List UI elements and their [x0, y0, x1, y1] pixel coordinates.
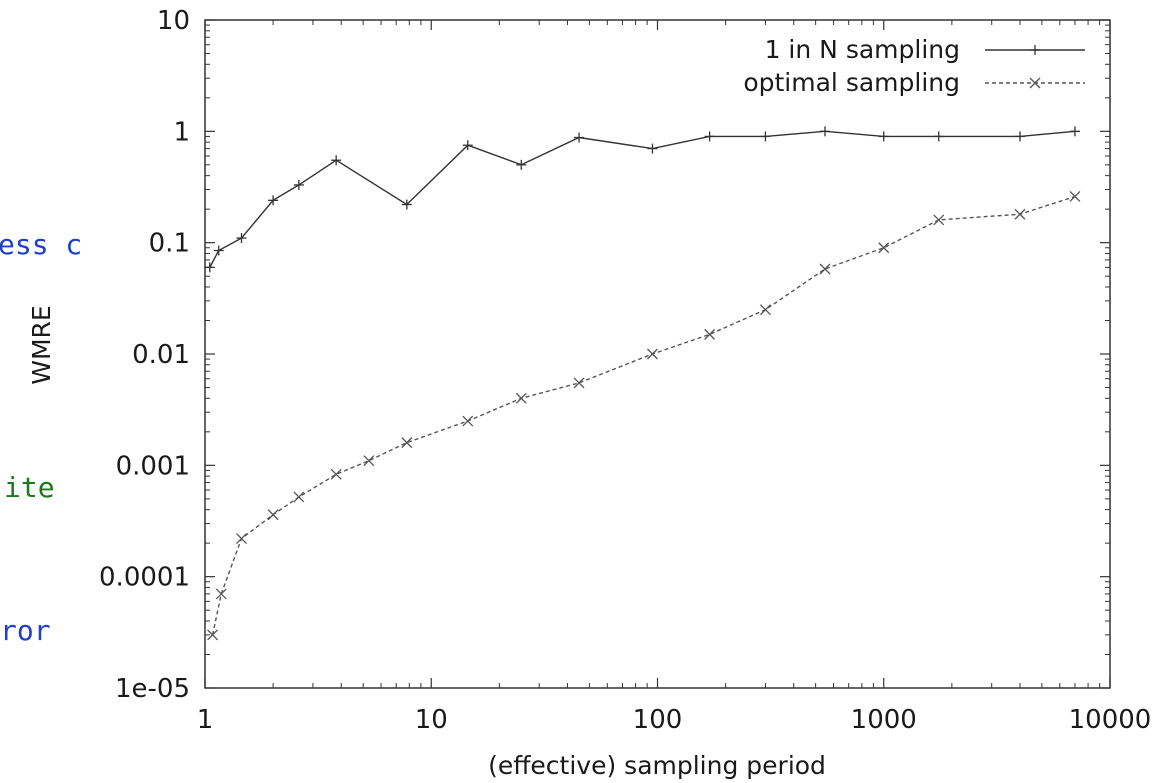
- data-point: [704, 328, 716, 340]
- data-point: [462, 415, 474, 427]
- side-fragment-3: ror: [0, 614, 51, 647]
- data-point: [574, 132, 585, 143]
- data-point: [215, 588, 227, 600]
- data-point: [236, 233, 247, 244]
- x-tick-label: 100: [633, 705, 683, 735]
- axis-tick-labels: 1 10 100 1000 10000 1e-05 0.0001 0.001 0.01 0.1 1 1…: [99, 6, 1151, 735]
- plot-frame: [204, 19, 1111, 689]
- data-point: [401, 199, 412, 210]
- data-point: [207, 629, 219, 641]
- data-point: [1069, 191, 1081, 202]
- y-tick-label: 0.1: [149, 229, 190, 259]
- data-point: [204, 262, 215, 273]
- data-point: [236, 533, 247, 545]
- data-point: [293, 179, 304, 190]
- side-text-fragments: ess c ite ror: [0, 228, 82, 647]
- data-point: [293, 491, 305, 503]
- data-point: [759, 304, 771, 316]
- legend-label-1: 1 in N sampling: [765, 35, 960, 64]
- data-point: [820, 126, 831, 137]
- side-fragment-1: ess c: [0, 228, 82, 261]
- chart-legend: 1 in N sampling optimal sampling: [743, 35, 1085, 97]
- series-line-2: [211, 195, 1076, 636]
- data-point: [462, 140, 473, 151]
- data-point: [878, 242, 890, 254]
- data-series: [204, 126, 1081, 641]
- data-point: [268, 195, 279, 206]
- y-tick-label: 0.0001: [99, 563, 190, 593]
- data-point: [363, 455, 375, 467]
- data-point: [704, 131, 715, 142]
- data-point: [330, 468, 342, 480]
- x-tick-label: 1000: [851, 705, 917, 735]
- data-point: [573, 377, 585, 389]
- data-point: [647, 348, 658, 360]
- y-tick-label: 1e-05: [115, 674, 190, 704]
- data-point: [819, 263, 831, 275]
- y-tick-label: 0.01: [132, 340, 190, 370]
- data-point: [267, 509, 279, 521]
- data-point: [1014, 208, 1026, 220]
- data-point: [1069, 126, 1080, 137]
- series-line-1: [209, 130, 1076, 268]
- y-axis-title: WMRE: [27, 305, 56, 384]
- axis-ticks: [204, 19, 1111, 689]
- data-point: [760, 131, 771, 142]
- legend-marker-1: [1030, 45, 1040, 55]
- data-point: [331, 155, 342, 166]
- legend-label-2: optimal sampling: [743, 68, 960, 97]
- x-tick-label: 1: [197, 705, 214, 735]
- data-point: [401, 437, 413, 449]
- data-point: [213, 245, 224, 256]
- y-tick-label: 10: [157, 6, 190, 36]
- x-tick-label: 10: [415, 705, 448, 735]
- data-point: [516, 159, 527, 170]
- side-fragment-2: ite: [4, 471, 55, 504]
- y-tick-label: 0.001: [116, 451, 190, 481]
- x-axis-title: (effective) sampling period: [488, 751, 826, 780]
- legend-marker-2: [1029, 77, 1041, 89]
- data-point: [647, 143, 658, 154]
- data-point: [1014, 131, 1025, 142]
- y-tick-label: 1: [173, 117, 190, 147]
- data-point: [878, 131, 889, 142]
- data-point: [933, 131, 944, 142]
- data-point: [933, 214, 945, 226]
- data-point: [515, 392, 527, 404]
- x-tick-label: 10000: [1069, 705, 1152, 735]
